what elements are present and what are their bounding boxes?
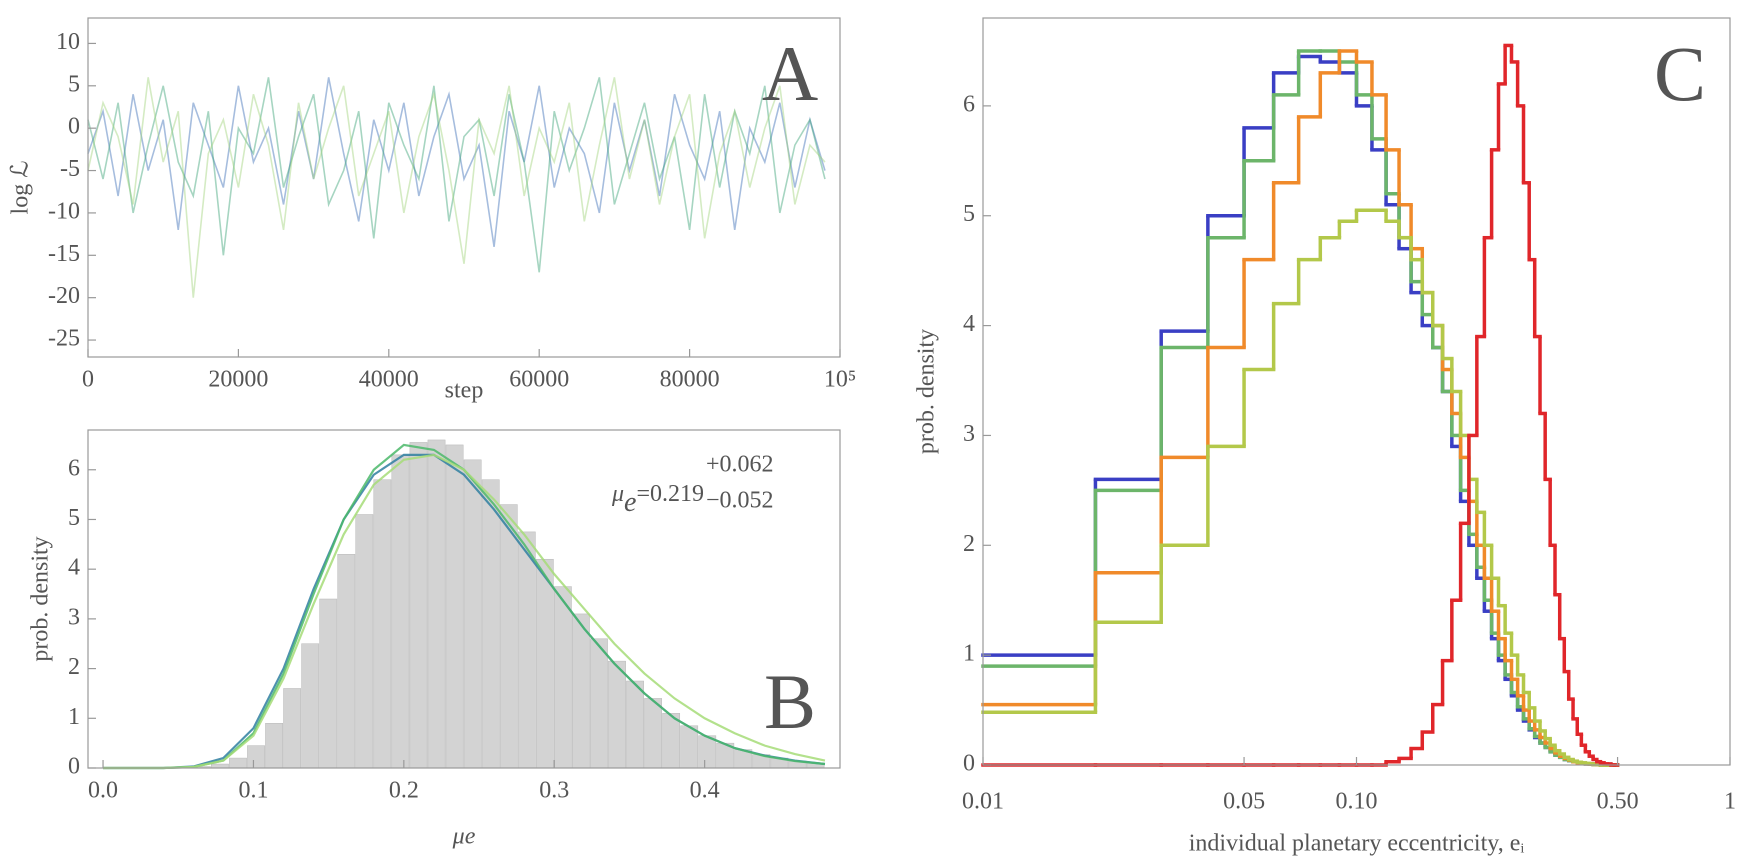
x-tick-label: 40000 <box>359 367 419 393</box>
y-tick-label: 1 <box>68 704 80 730</box>
y-tick-label: 5 <box>963 201 975 227</box>
x-axis-label: step <box>445 378 484 404</box>
x-tick-label: 0.1 <box>238 778 268 804</box>
hist-bar <box>265 723 283 769</box>
y-tick-label: -5 <box>60 156 80 182</box>
y-axis-label: prob. density <box>914 329 940 454</box>
annotation-lower: −0.052 <box>706 488 774 514</box>
hist-bar <box>463 459 482 769</box>
y-tick-label: 1 <box>963 641 975 667</box>
annotation-subscript: e <box>624 487 636 518</box>
hist-bar <box>427 439 446 769</box>
x-tick-label: 10⁵ <box>824 367 856 393</box>
hist-bar <box>626 680 644 769</box>
y-tick-label: -25 <box>48 326 80 352</box>
x-tick-label: 0.01 <box>962 789 1004 815</box>
x-tick-label: 80000 <box>660 367 720 393</box>
hist-bar <box>481 479 500 769</box>
panel-letter: B <box>764 658 816 745</box>
hist-bar <box>337 554 356 769</box>
hist-bar <box>373 479 392 769</box>
y-tick-label: 0 <box>963 751 975 777</box>
hist-bar <box>535 558 554 769</box>
y-tick-label: 5 <box>68 71 80 97</box>
y-tick-label: 0 <box>68 114 80 140</box>
hist-bar <box>499 504 518 769</box>
hist-bar <box>662 713 681 769</box>
x-tick-label: 1 <box>1724 789 1736 815</box>
hist-bar <box>698 735 717 769</box>
y-tick-label: 2 <box>963 531 975 557</box>
hist-bar <box>229 757 247 769</box>
hist-bar <box>319 598 338 769</box>
hist-bar <box>517 531 536 769</box>
x-tick-label: 0.10 <box>1336 789 1378 815</box>
y-tick-label: 4 <box>68 555 80 581</box>
hist-bar <box>608 660 626 769</box>
x-tick-label: 0 <box>82 367 94 393</box>
x-tick-label: 0.50 <box>1597 789 1639 815</box>
y-tick-label: 3 <box>963 421 975 447</box>
y-axis-label: log ℒ <box>8 161 34 215</box>
hist-bar <box>553 586 572 769</box>
panel-letter: C <box>1654 30 1706 117</box>
y-tick-label: 10 <box>56 29 80 55</box>
density-curve <box>103 453 826 770</box>
y-tick-label: 6 <box>963 91 975 117</box>
y-tick-label: -20 <box>48 283 80 309</box>
x-tick-label: 20000 <box>208 367 268 393</box>
y-tick-label: 0 <box>68 754 80 780</box>
x-tick-label: 0.4 <box>690 778 720 804</box>
hist-bar <box>445 444 464 769</box>
y-tick-label: 2 <box>68 654 80 680</box>
trace-line <box>87 77 826 247</box>
y-tick-label: -15 <box>48 241 80 267</box>
plot-frame <box>87 17 841 358</box>
hist-bar <box>391 454 410 769</box>
hist-bar <box>283 688 302 769</box>
y-axis-label: prob. density <box>28 536 54 661</box>
trace-line <box>87 77 826 273</box>
x-axis-label: μe <box>452 824 476 850</box>
x-tick-label: 0.2 <box>389 778 419 804</box>
x-tick-label: 0.0 <box>88 778 118 804</box>
x-axis-label: individual planetary eccentricity, eᵢ <box>1189 831 1525 857</box>
y-tick-label: 4 <box>963 311 975 337</box>
annotation-upper: +0.062 <box>706 452 774 478</box>
trace-line <box>87 77 826 298</box>
hist-bar <box>301 643 320 769</box>
hist-bar <box>247 745 265 769</box>
annotation-value: =0.219 <box>636 481 704 507</box>
annotation-symbol: μ <box>611 481 624 507</box>
hist-bar <box>644 698 662 769</box>
hist-bar <box>355 514 374 769</box>
x-tick-label: 0.05 <box>1223 789 1265 815</box>
panel-letter: A <box>762 30 818 117</box>
hist-bar <box>572 613 590 769</box>
annotation-main: μe=0.219 <box>611 481 704 519</box>
hist-bar <box>590 638 608 769</box>
x-tick-label: 0.3 <box>539 778 569 804</box>
hist-bar <box>409 442 428 769</box>
y-tick-label: 3 <box>68 604 80 630</box>
y-tick-label: -10 <box>48 198 80 224</box>
y-tick-label: 5 <box>68 505 80 531</box>
y-tick-label: 6 <box>68 455 80 481</box>
plot-frame <box>87 429 841 769</box>
x-tick-label: 60000 <box>509 367 569 393</box>
hist-bar <box>680 725 699 769</box>
